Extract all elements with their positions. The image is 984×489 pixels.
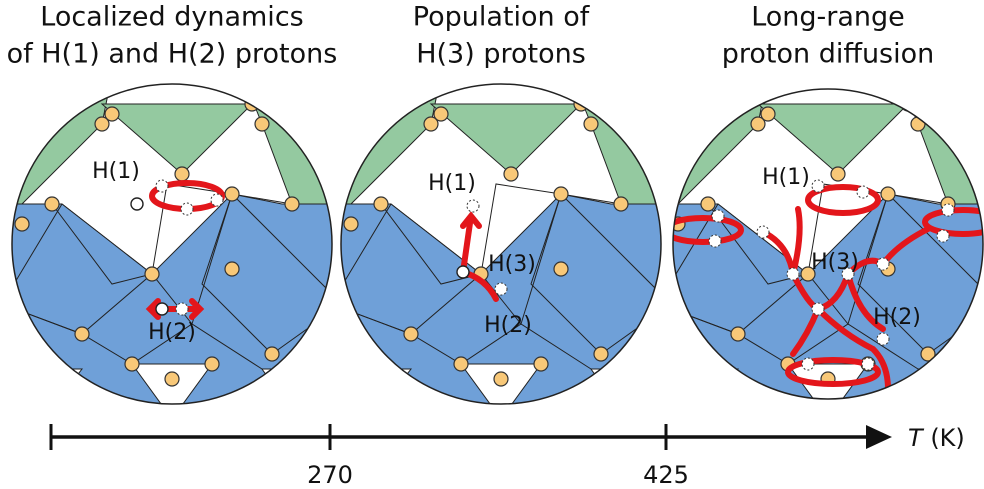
- proton-label: H(2): [484, 313, 532, 338]
- panel-title: Localized dynamics: [40, 2, 303, 33]
- panel-circle: [672, 88, 984, 400]
- panel-title: proton diffusion: [722, 39, 935, 70]
- axis-title: T (K): [908, 424, 965, 452]
- panel-circle: [340, 83, 662, 405]
- panel-title: Population of: [413, 2, 591, 33]
- panel-title: Long-range: [751, 2, 905, 33]
- proton-label: H(1): [92, 159, 140, 184]
- proton-label: H(2): [148, 320, 196, 345]
- proton-label: H(3): [488, 252, 536, 277]
- axis-variable: T: [908, 424, 925, 452]
- axis-arrow: [866, 425, 892, 449]
- tick-label: 425: [643, 461, 689, 489]
- proton-label: H(2): [873, 305, 921, 330]
- panel-title: of H(1) and H(2) protons: [7, 39, 338, 70]
- axis-unit: (K): [930, 424, 964, 452]
- panel-circle: [11, 83, 333, 405]
- tick-label: 270: [307, 461, 353, 489]
- proton-label: H(1): [428, 171, 476, 196]
- proton-label: H(3): [811, 250, 859, 275]
- panel-title: H(3) protons: [416, 39, 586, 70]
- proton-label: H(1): [762, 165, 810, 190]
